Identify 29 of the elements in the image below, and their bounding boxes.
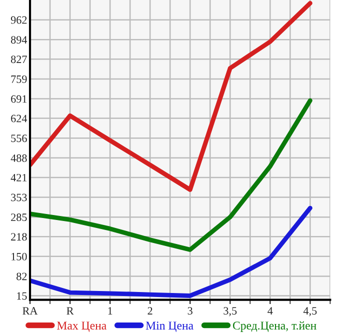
legend-label: Max Цена xyxy=(57,322,106,332)
y-tick-label: 691 xyxy=(11,95,27,103)
legend-label: Сред.Цена, т.йен xyxy=(232,321,316,332)
y-tick-label: 488 xyxy=(10,154,27,162)
y-tick-label: 759 xyxy=(11,75,27,83)
line-series xyxy=(30,0,312,192)
x-tick-label: 4 xyxy=(268,307,273,314)
x-tick-label: R xyxy=(66,307,74,314)
y-tick-label: 962 xyxy=(10,16,27,24)
x-tick-label: 3,5 xyxy=(224,307,237,316)
y-tick-label: 82 xyxy=(16,272,27,280)
y-tick-label: 15 xyxy=(17,292,27,300)
line-series xyxy=(30,206,312,298)
x-tick-label: 1 xyxy=(108,307,112,314)
y-tick-label: 218 xyxy=(11,233,27,241)
y-tick-label: 285 xyxy=(11,214,27,222)
y-tick-label: 624 xyxy=(11,114,28,122)
y-tick-label: 150 xyxy=(12,252,27,260)
y-tick-label: 894 xyxy=(10,36,28,44)
y-tick-label: 827 xyxy=(10,56,27,64)
legend-label: Min Цена xyxy=(146,322,194,332)
y-tick-label: 353 xyxy=(11,194,27,202)
x-tick-label: 2 xyxy=(148,307,152,314)
y-tick-label: 556 xyxy=(11,134,27,142)
y-tick-label: 421 xyxy=(10,174,27,182)
x-tick-label: 4,5 xyxy=(303,307,317,316)
x-tick-label: 3 xyxy=(188,307,192,315)
line-series xyxy=(30,98,312,252)
x-tick-label: RA xyxy=(22,307,38,314)
